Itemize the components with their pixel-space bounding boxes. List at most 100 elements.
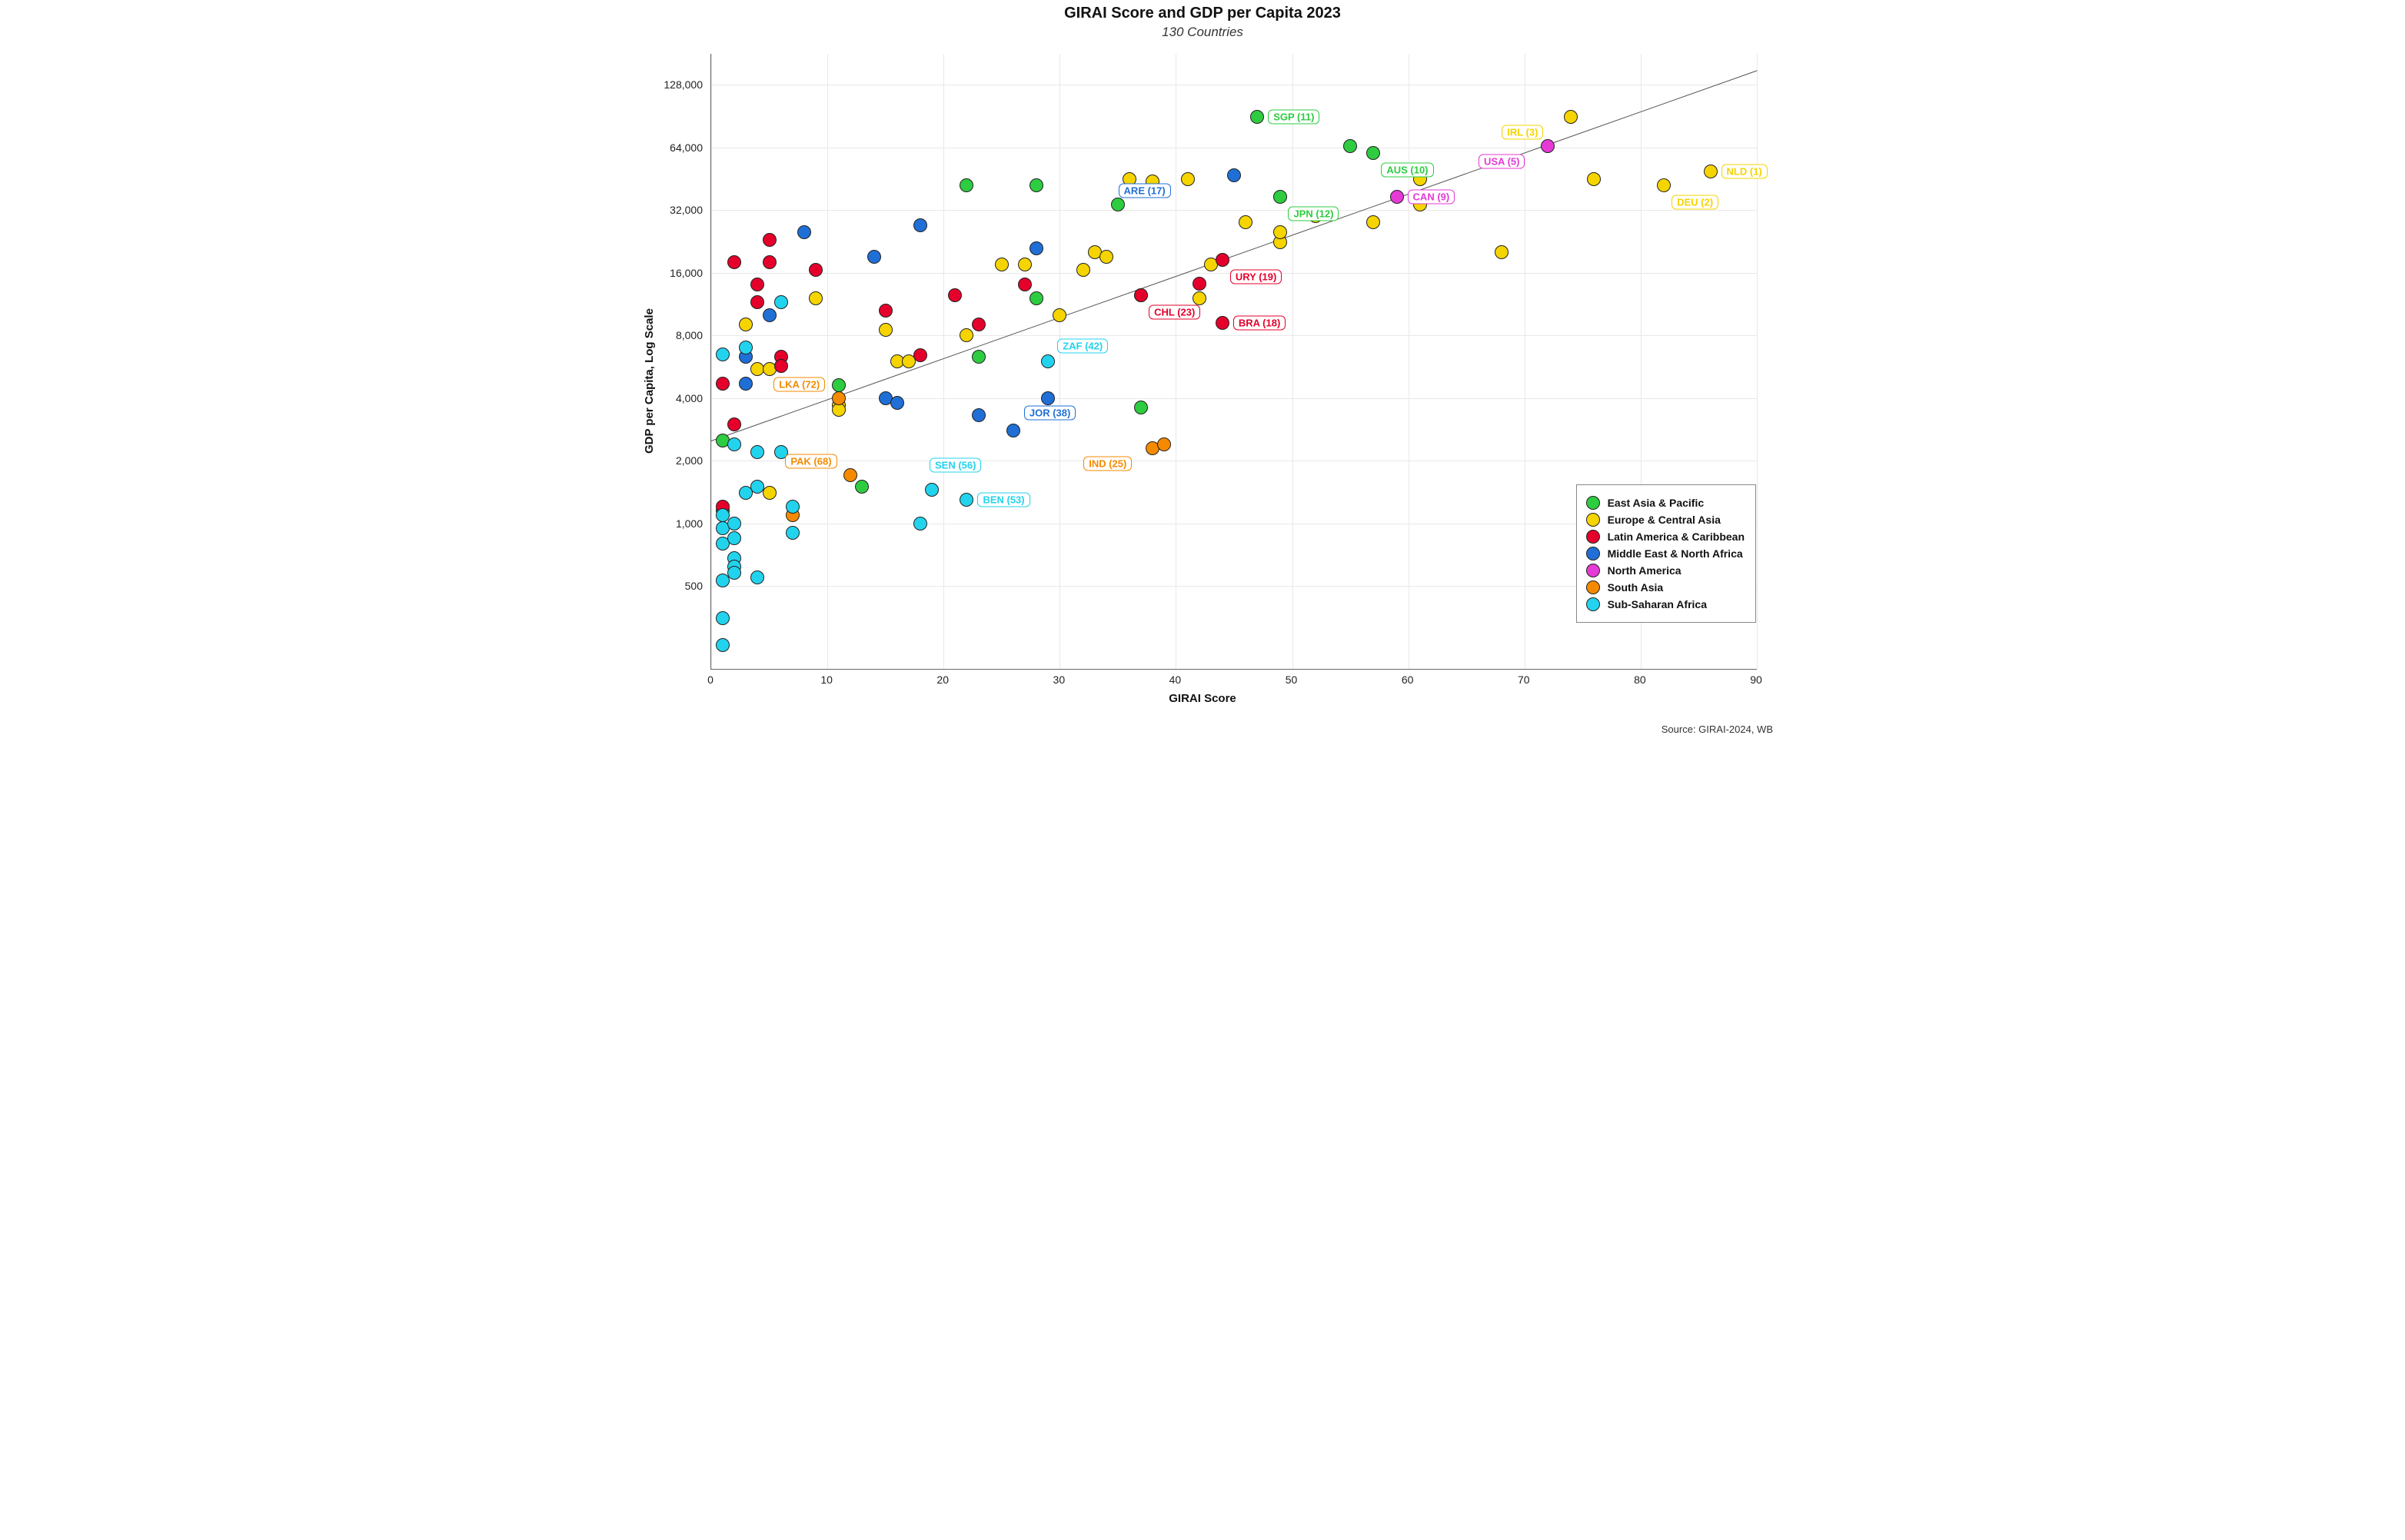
callout-label: IND (25) [1083,456,1132,471]
legend-label: Sub-Saharan Africa [1608,598,1707,610]
callout-label: LKA (72) [773,377,825,391]
scatter-point [1564,110,1578,124]
x-tick-label: 30 [1053,674,1066,686]
y-tick-label: 2,000 [626,454,703,467]
legend-label: South Asia [1608,581,1664,594]
scatter-point [750,480,764,494]
y-tick-label: 16,000 [626,267,703,279]
legend-box: East Asia & PacificEurope & Central Asia… [1576,484,1756,623]
callout-label: SEN (56) [930,458,981,473]
legend-swatch-icon [1586,580,1600,594]
callout-label: JPN (12) [1288,207,1339,221]
scatter-point [750,445,764,459]
scatter-point [960,493,973,507]
scatter-point [1704,165,1718,178]
gridline-vertical [827,54,828,669]
legend-swatch-icon [1586,597,1600,611]
callout-label: USA (5) [1479,154,1525,168]
legend-label: Middle East & North Africa [1608,547,1743,560]
legend-swatch-icon [1586,513,1600,527]
callout-label: NLD (1) [1721,165,1768,179]
legend-swatch-icon [1586,547,1600,560]
scatter-point [774,359,788,373]
scatter-point [750,295,764,309]
scatter-point [1250,110,1264,124]
scatter-point [763,308,777,322]
x-tick-label: 70 [1518,674,1530,686]
x-tick-label: 50 [1286,674,1298,686]
y-tick-label: 32,000 [626,204,703,216]
scatter-point [763,255,777,269]
legend-swatch-icon [1586,564,1600,577]
scatter-point [1181,172,1195,186]
legend-item: Middle East & North Africa [1586,547,1745,560]
scatter-point [995,258,1009,271]
callout-label: CHL (23) [1149,304,1200,319]
scatter-point [716,638,730,652]
scatter-point [1541,139,1555,153]
scatter-point [972,408,986,422]
x-tick-label: 60 [1402,674,1414,686]
scatter-point [925,483,939,497]
scatter-point [1239,215,1252,229]
scatter-point [843,468,857,482]
x-axis-label: GIRAI Score [626,692,1779,705]
legend-item: Latin America & Caribbean [1586,530,1745,544]
callout-label: BRA (18) [1233,315,1286,330]
scatter-point [1193,291,1206,305]
legend-label: East Asia & Pacific [1608,497,1705,509]
scatter-point [972,350,986,364]
scatter-point [832,378,846,392]
y-tick-label: 8,000 [626,329,703,341]
scatter-point [960,328,973,342]
gridline-vertical [711,54,712,669]
scatter-point [1134,401,1148,414]
scatter-point [1111,198,1125,211]
gridline-vertical [1757,54,1758,669]
legend-label: Latin America & Caribbean [1608,531,1745,543]
scatter-point [727,566,741,580]
scatter-point [913,218,927,232]
scatter-point [879,304,893,318]
scatter-point [1366,215,1380,229]
scatter-point [1041,391,1055,405]
legend-swatch-icon [1586,530,1600,544]
scatter-point [750,278,764,291]
scatter-point [763,233,777,247]
scatter-point [727,517,741,531]
callout-label: JOR (38) [1024,405,1076,420]
scatter-point [1227,168,1241,182]
scatter-point [727,437,741,451]
chart-container: GIRAI Score and GDP per Capita 2023 130 … [626,0,1779,738]
scatter-point [786,526,800,540]
scatter-point [1273,225,1287,239]
scatter-point [1134,288,1148,302]
scatter-point [1273,190,1287,204]
scatter-point [1053,308,1066,322]
scatter-point [797,225,811,239]
y-tick-label: 64,000 [626,141,703,154]
scatter-point [1587,172,1601,186]
scatter-point [1076,263,1090,277]
scatter-point [1030,241,1043,255]
scatter-point [867,250,881,264]
y-tick-label: 4,000 [626,392,703,404]
scatter-point [774,295,788,309]
scatter-point [890,396,904,410]
scatter-point [1018,258,1032,271]
callout-label: BEN (53) [977,492,1030,507]
gridline-horizontal [711,210,1757,211]
legend-swatch-icon [1586,496,1600,510]
chart-subtitle: 130 Countries [626,25,1779,40]
scatter-point [1390,190,1404,204]
scatter-point [716,611,730,625]
scatter-point [1495,245,1509,259]
scatter-point [972,318,986,331]
scatter-point [727,255,741,269]
x-tick-label: 0 [707,674,714,686]
scatter-point [948,288,962,302]
gridline-vertical [943,54,944,669]
x-tick-label: 10 [820,674,833,686]
x-tick-label: 90 [1750,674,1762,686]
scatter-point [1157,437,1171,451]
